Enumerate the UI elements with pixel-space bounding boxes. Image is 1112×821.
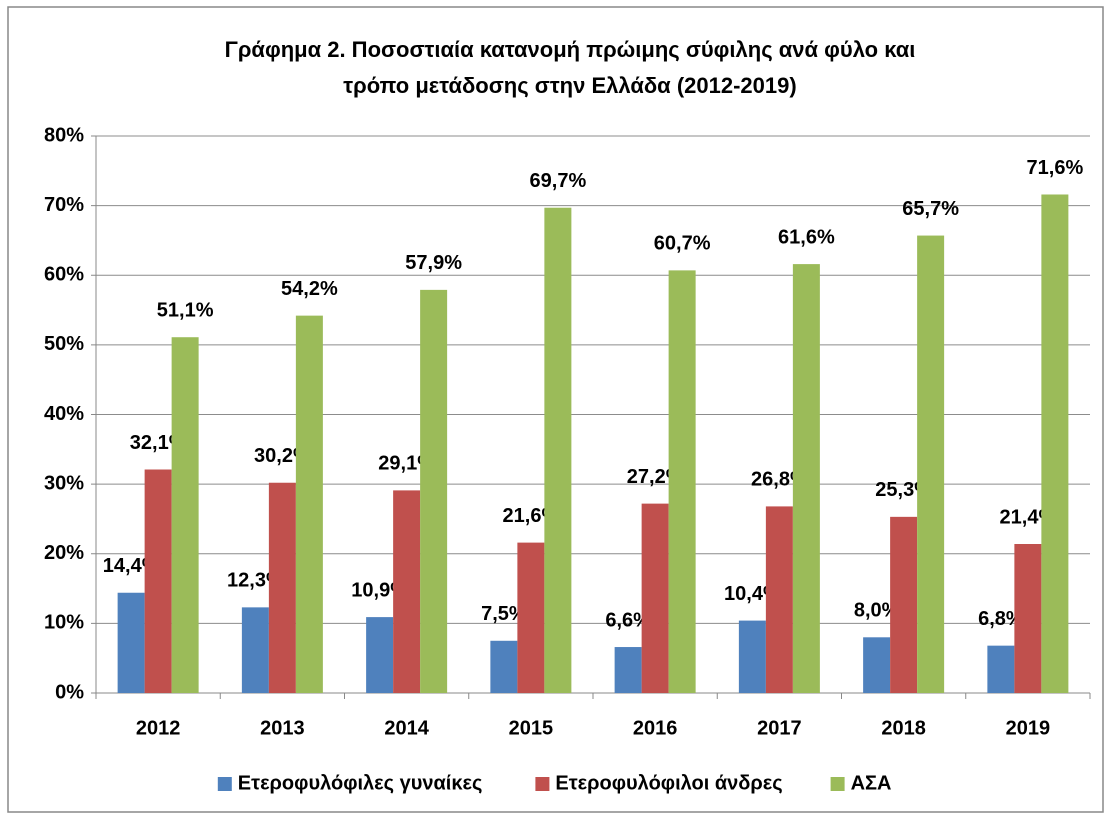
y-tick-label: 70% bbox=[44, 194, 84, 216]
x-tick-label: 2018 bbox=[881, 717, 926, 739]
bar bbox=[614, 647, 642, 693]
data-label: 8,0% bbox=[854, 600, 900, 622]
chart-title: Γράφημα 2. Ποσοστιαία κατανομή πρώιμης σ… bbox=[225, 37, 916, 62]
bar bbox=[917, 235, 945, 693]
y-tick-label: 60% bbox=[44, 264, 84, 286]
y-tick-label: 80% bbox=[44, 124, 84, 146]
bar bbox=[268, 482, 296, 693]
x-tick-label: 2013 bbox=[260, 717, 305, 739]
bar bbox=[295, 315, 323, 693]
bar bbox=[117, 592, 145, 693]
legend-label: Ετεροφυλόφιλες γυναίκες bbox=[238, 772, 483, 794]
bar bbox=[890, 516, 918, 693]
data-label: 71,6% bbox=[1027, 157, 1084, 179]
bar bbox=[641, 503, 669, 693]
bar bbox=[792, 264, 820, 693]
data-label: 51,1% bbox=[157, 299, 214, 321]
data-label: 60,7% bbox=[654, 233, 711, 255]
bar bbox=[241, 607, 269, 693]
bar bbox=[1014, 544, 1042, 693]
x-tick-label: 2016 bbox=[633, 717, 678, 739]
data-label: 69,7% bbox=[530, 170, 587, 192]
y-tick-label: 40% bbox=[44, 403, 84, 425]
data-label: 7,5% bbox=[481, 603, 527, 625]
y-tick-label: 10% bbox=[44, 612, 84, 634]
data-label: 6,8% bbox=[978, 608, 1024, 630]
x-tick-label: 2017 bbox=[757, 717, 802, 739]
x-tick-label: 2014 bbox=[384, 717, 429, 739]
bar bbox=[668, 270, 696, 693]
bar bbox=[987, 645, 1015, 693]
bar bbox=[765, 506, 793, 693]
bar bbox=[366, 617, 394, 693]
bar bbox=[544, 207, 572, 693]
bar bbox=[490, 640, 518, 693]
y-tick-label: 30% bbox=[44, 472, 84, 494]
bar bbox=[738, 620, 766, 693]
data-label: 65,7% bbox=[902, 198, 959, 220]
legend-swatch bbox=[535, 777, 550, 791]
data-label: 6,6% bbox=[605, 609, 651, 631]
legend-label: ΑΣΑ bbox=[851, 772, 892, 794]
y-tick-label: 50% bbox=[44, 333, 84, 355]
data-label: 61,6% bbox=[778, 226, 835, 248]
y-tick-label: 20% bbox=[44, 542, 84, 564]
legend-swatch bbox=[830, 777, 845, 791]
bar bbox=[863, 637, 891, 693]
bar bbox=[171, 337, 199, 693]
data-label: 54,2% bbox=[281, 278, 338, 300]
bar bbox=[393, 490, 421, 693]
legend-label: Ετεροφυλόφιλοι άνδρες bbox=[555, 772, 782, 794]
bar bbox=[144, 469, 172, 693]
x-tick-label: 2012 bbox=[136, 717, 181, 739]
data-label: 57,9% bbox=[405, 252, 462, 274]
bar bbox=[420, 289, 448, 693]
bar bbox=[517, 542, 545, 693]
y-tick-label: 0% bbox=[55, 681, 84, 703]
legend-swatch bbox=[217, 777, 232, 791]
bar bbox=[1041, 194, 1069, 694]
x-tick-label: 2019 bbox=[1006, 717, 1051, 739]
x-tick-label: 2015 bbox=[509, 717, 554, 739]
chart-title: τρόπο μετάδοσης στην Ελλάδα (2012-2019) bbox=[343, 73, 796, 98]
